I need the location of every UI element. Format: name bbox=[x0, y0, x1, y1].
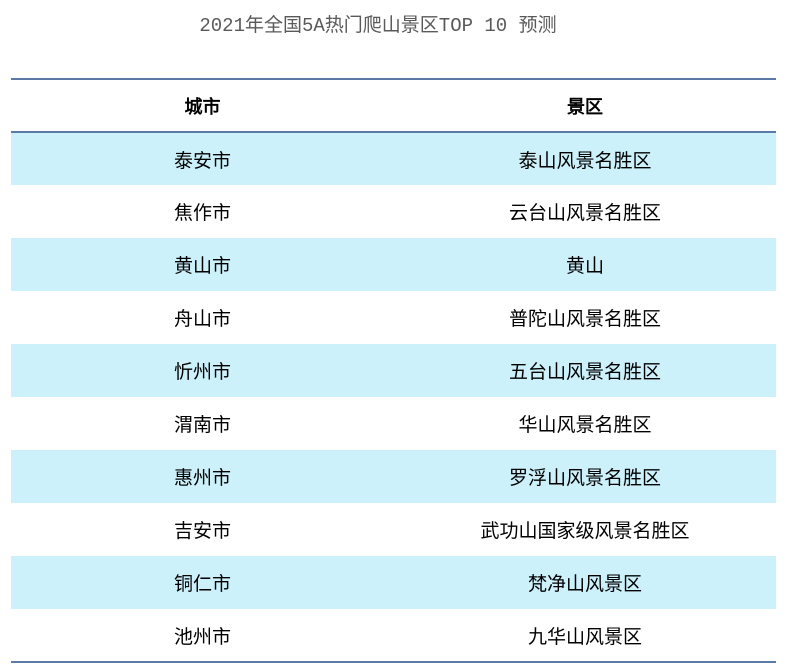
scenic-area-cell: 武功山国家级风景名胜区 bbox=[480, 520, 690, 542]
table-row: 忻州市 五台山风景名胜区 bbox=[11, 344, 776, 397]
data-table: 城市 景区 泰安市 泰山风景名胜区焦作市 云台山风景名胜区黄山市 黄山舟山市 普陀山风景… bbox=[11, 78, 776, 663]
scenic-area-cell: 梵净山风景区 bbox=[527, 573, 642, 595]
table-row: 铜仁市 梵净山风景区 bbox=[11, 556, 776, 609]
table-row: 池州市 九华山风景区 bbox=[11, 609, 776, 662]
scenic-area-cell: 华山风景名胜区 bbox=[518, 414, 652, 436]
table-row: 吉安市 武功山国家级风景名胜区 bbox=[11, 503, 776, 556]
city-cell: 渭南市 bbox=[173, 414, 231, 436]
scenic-area-cell: 普陀山风景名胜区 bbox=[508, 308, 661, 330]
city-cell: 惠州市 bbox=[173, 467, 231, 489]
scenic-area-cell: 五台山风景名胜区 bbox=[508, 361, 661, 383]
table-row: 惠州市 罗浮山风景名胜区 bbox=[11, 450, 776, 503]
table-row: 黄山市 黄山 bbox=[11, 238, 776, 291]
header-row: 城市 景区 bbox=[11, 79, 776, 132]
table-row: 泰安市 泰山风景名胜区 bbox=[11, 132, 776, 185]
table-row: 渭南市 华山风景名胜区 bbox=[11, 397, 776, 450]
scenic-area-cell: 泰山风景名胜区 bbox=[518, 149, 652, 172]
scenic-area-cell: 黄山 bbox=[565, 255, 604, 277]
city-cell: 池州市 bbox=[173, 625, 231, 648]
city-cell: 泰安市 bbox=[173, 149, 231, 172]
city-cell: 吉安市 bbox=[173, 520, 231, 542]
city-cell: 焦作市 bbox=[173, 202, 231, 224]
scenic-area-cell: 罗浮山风景名胜区 bbox=[508, 467, 661, 489]
city-cell: 黄山市 bbox=[173, 255, 231, 277]
column-header-city: 城市 bbox=[184, 96, 221, 118]
city-cell: 忻州市 bbox=[173, 361, 231, 383]
column-header-scenic-area: 景区 bbox=[567, 96, 603, 118]
scenic-area-cell: 九华山风景区 bbox=[527, 625, 642, 648]
city-cell: 铜仁市 bbox=[173, 573, 231, 595]
scenic-area-cell: 云台山风景名胜区 bbox=[508, 202, 661, 224]
table-row: 舟山市 普陀山风景名胜区 bbox=[11, 291, 776, 344]
table-row: 焦作市 云台山风景名胜区 bbox=[11, 185, 776, 238]
city-cell: 舟山市 bbox=[173, 308, 231, 330]
table-title: 2021年全国5A热门爬山景区TOP 10 预测 bbox=[199, 15, 557, 37]
